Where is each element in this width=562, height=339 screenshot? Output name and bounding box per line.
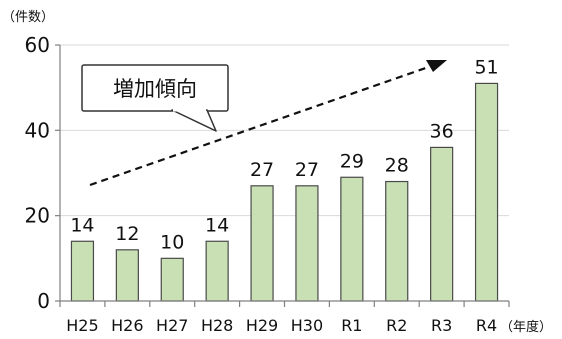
x-tick-label-H25: H25 (66, 316, 98, 335)
data-label-H29: 27 (250, 159, 274, 181)
bar-H30 (295, 185, 319, 302)
data-label-H30: 27 (295, 159, 319, 181)
trend-callout: 増加傾向 (81, 64, 229, 132)
y-tick-label: 40 (25, 118, 50, 142)
bar-H27 (160, 257, 184, 302)
callout-tail (171, 109, 217, 132)
data-label-H27: 10 (160, 231, 184, 253)
data-label-H26: 12 (115, 223, 139, 245)
x-tick-label-H28: H28 (201, 316, 233, 335)
data-label-R2: 28 (385, 155, 409, 177)
data-label-R4: 51 (474, 56, 498, 78)
data-label-R3: 36 (430, 120, 454, 142)
bar-H28 (205, 240, 229, 302)
y-tick-label: 20 (25, 204, 50, 228)
trend-arrow-head (426, 60, 447, 72)
data-label-R1: 29 (340, 150, 364, 172)
x-tick-label-R2: R2 (386, 316, 407, 335)
callout-box (81, 64, 229, 112)
bar-H29 (250, 185, 274, 302)
x-tick-label-H26: H26 (111, 316, 143, 335)
bar-R4 (474, 82, 499, 302)
x-tick-label-R3: R3 (431, 316, 452, 335)
callout-text: 増加傾向 (113, 77, 197, 101)
bar-H25 (70, 240, 95, 302)
bar-R2 (385, 180, 409, 302)
x-tick-label-H29: H29 (246, 316, 278, 335)
bars (70, 82, 499, 302)
labels: 0 20 40 60 14 H25 12 H26 10 H27 14 H28 27 H29 27 H30 29 R… (25, 33, 499, 335)
y-unit-label: （件数） (2, 10, 54, 25)
trend-arrow-line (89, 61, 441, 187)
x-tick-label-R4: R4 (476, 316, 497, 335)
y-tick-label: 0 (37, 289, 50, 313)
x-tick-label-R1: R1 (341, 316, 362, 335)
data-label-H28: 14 (205, 214, 229, 236)
x-tick-label-H27: H27 (156, 316, 188, 335)
x-unit-label: （年度） (500, 319, 552, 335)
x-tick-label-H30: H30 (291, 316, 323, 335)
data-label-H25: 14 (70, 214, 94, 236)
y-tick-label: 60 (25, 33, 50, 57)
bar-H26 (115, 249, 139, 302)
axes (55, 44, 510, 307)
bar-R3 (430, 146, 454, 302)
bar-R1 (340, 176, 364, 302)
